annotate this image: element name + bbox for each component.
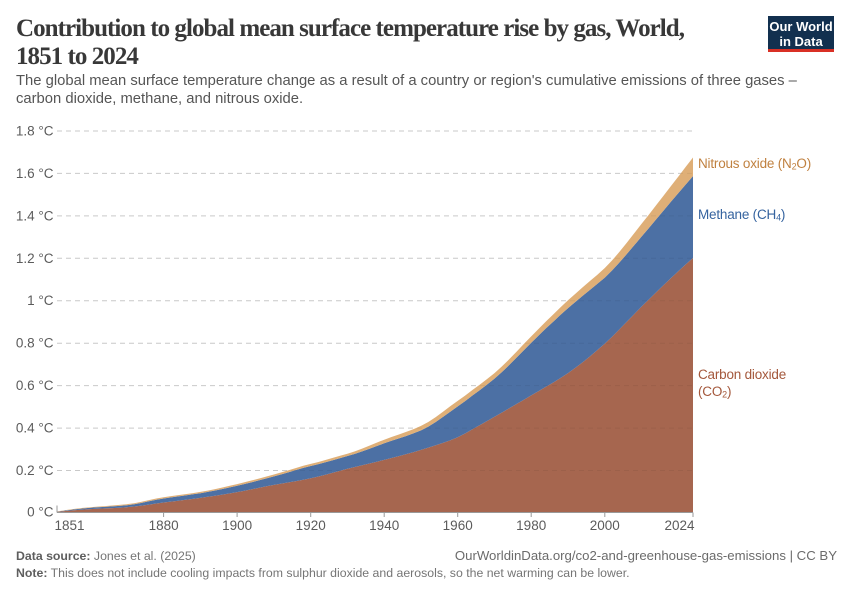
svg-text:0.2 °C: 0.2 °C xyxy=(16,463,54,478)
svg-text:1.8 °C: 1.8 °C xyxy=(16,124,54,139)
svg-text:2024: 2024 xyxy=(664,518,695,533)
svg-text:1980: 1980 xyxy=(516,518,546,533)
svg-text:1.6 °C: 1.6 °C xyxy=(16,166,54,181)
svg-text:1.2 °C: 1.2 °C xyxy=(16,251,54,266)
svg-text:0.4 °C: 0.4 °C xyxy=(16,421,54,436)
svg-text:2000: 2000 xyxy=(590,518,620,533)
svg-text:1 °C: 1 °C xyxy=(27,293,54,308)
svg-text:1.4 °C: 1.4 °C xyxy=(16,208,54,223)
svg-text:1960: 1960 xyxy=(443,518,473,533)
svg-text:0.6 °C: 0.6 °C xyxy=(16,378,54,393)
svg-text:1900: 1900 xyxy=(222,518,252,533)
svg-text:1851: 1851 xyxy=(55,518,85,533)
svg-text:1880: 1880 xyxy=(149,518,179,533)
svg-text:0 °C: 0 °C xyxy=(27,505,54,520)
svg-text:1940: 1940 xyxy=(369,518,399,533)
svg-text:1920: 1920 xyxy=(296,518,326,533)
svg-text:0.8 °C: 0.8 °C xyxy=(16,336,54,351)
